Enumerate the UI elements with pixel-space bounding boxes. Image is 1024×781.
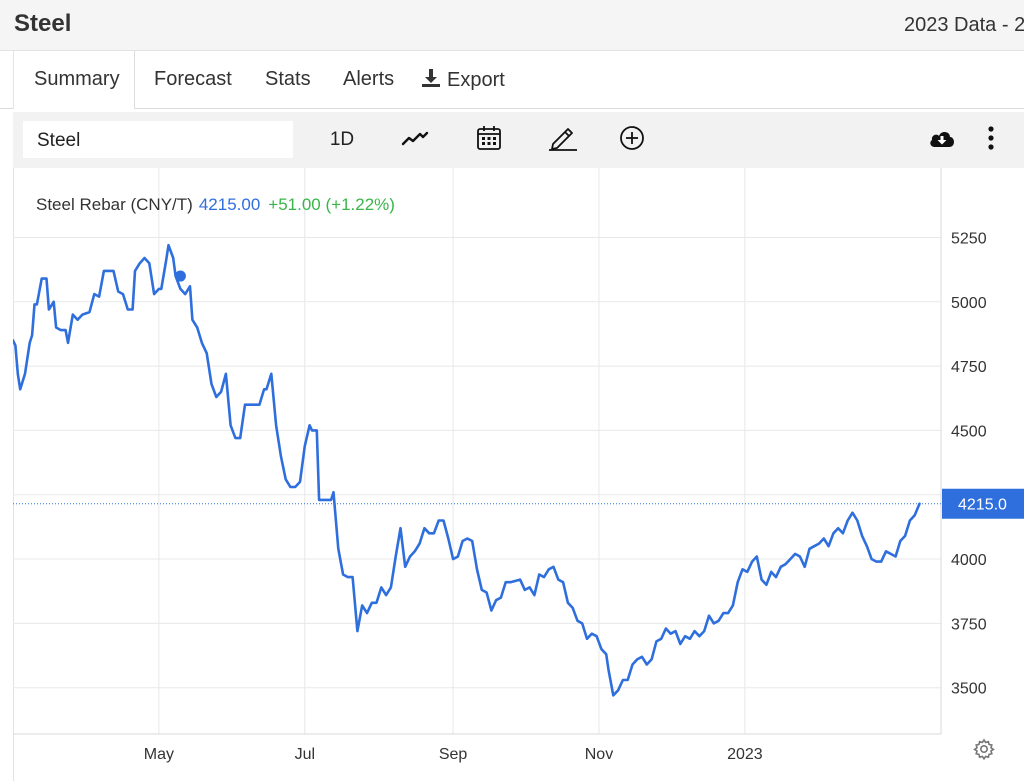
symbol-legend: Steel Rebar (CNY/T) 4215.00 +51.00 (+1.22%… [36,195,395,215]
symbol-name: Steel Rebar (CNY/T) [36,195,193,214]
draw-button[interactable] [545,122,581,158]
symbol-change: +51.00 (+1.22%) [268,195,395,214]
page-subtitle: 2023 Data - 2 [904,14,1024,36]
pencil-icon [547,125,579,156]
tab-export[interactable]: Export [421,68,505,94]
x-tick-label: May [144,746,174,763]
tab-forecast[interactable]: Forecast [154,68,232,90]
x-tick-label: Sep [439,746,468,763]
more-vert-icon [987,125,995,156]
add-circle-icon [619,125,645,156]
x-tick-label: Jul [295,746,315,763]
app-header: Steel 2023 Data - 2 [0,0,1024,51]
add-indicator-button[interactable] [616,122,648,158]
current-price-label: 4215.0 [958,497,1007,514]
x-tick-label: Nov [585,746,613,763]
y-tick-label: 4750 [951,359,987,376]
calendar-icon [476,125,502,156]
gear-icon [973,738,995,764]
tab-stats[interactable]: Stats [265,68,311,90]
x-tick-label: 2023 [727,746,763,763]
current-price-tag [942,488,1024,519]
period-button[interactable]: 1D [329,129,355,150]
crosshair-point [174,270,186,282]
tab-bar-divider [13,51,14,109]
line-chart-icon [401,128,429,153]
price-chart[interactable]: 35003750400042504500475050005250MayJulSe… [13,168,1024,781]
price-series-line [13,243,921,697]
symbol-search-input[interactable]: Steel [23,121,293,158]
y-tick-label: 5000 [951,295,987,312]
y-tick-label: 3750 [951,616,987,633]
download-data-button[interactable] [924,122,960,158]
y-tick-label: 3500 [951,681,987,698]
cloud-download-icon [928,128,956,153]
y-tick-label: 4500 [951,423,987,440]
chart-settings-button[interactable] [973,738,995,765]
chart-type-button[interactable] [398,122,432,158]
chart-container [13,112,1024,781]
tab-export-label: Export [447,69,505,91]
more-options-button[interactable] [980,122,1002,158]
date-range-button[interactable] [472,122,506,158]
y-tick-label: 4000 [951,552,987,569]
symbol-price: 4215.00 [198,195,261,214]
y-tick-label: 5250 [951,230,987,247]
download-icon [421,68,441,94]
tab-summary[interactable]: Summary [14,51,135,109]
tab-bar: Summary Forecast Stats Alerts Export [0,51,1024,109]
page-title: Steel [14,10,72,37]
tab-alerts[interactable]: Alerts [343,68,395,90]
